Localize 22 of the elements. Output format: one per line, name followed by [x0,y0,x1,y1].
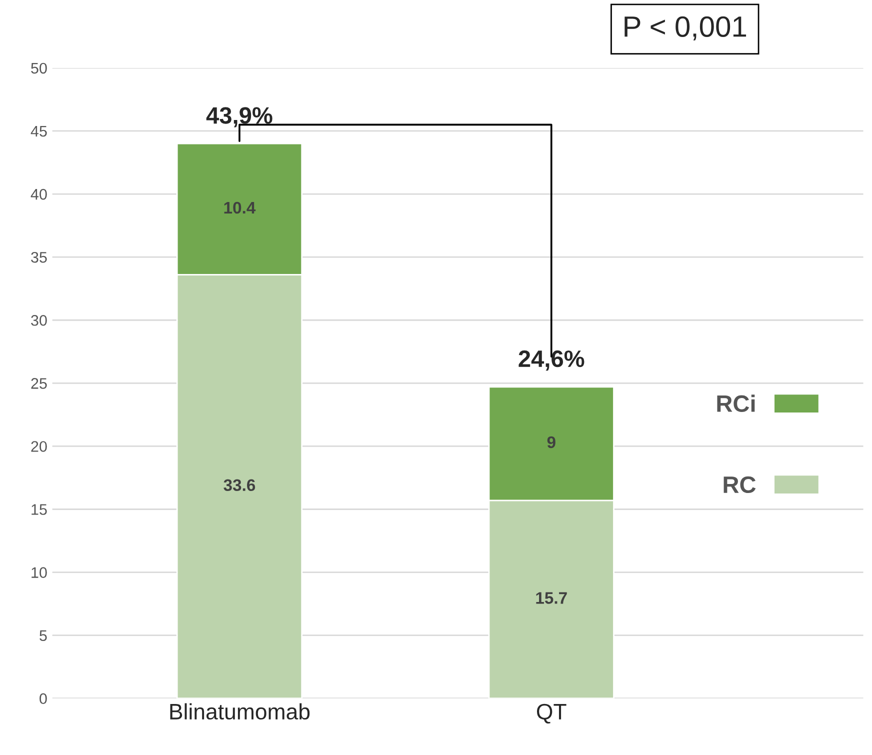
y-tick-label: 30 [31,314,47,326]
data-label: 33.6 [224,479,256,492]
y-tick-label: 20 [31,441,47,452]
y-tick-label: 40 [30,188,47,200]
legend-label: RC [724,476,756,494]
x-tick-label: QT [536,704,566,724]
y-tick-label: 25 [31,378,47,389]
y-tick-label: 15 [32,504,47,515]
legend-label: RCi [717,394,755,412]
y-tick-label: 50 [31,62,47,74]
data-label: 9 [547,436,556,448]
text: P < 0,001 [624,16,746,40]
data-label: 15.7 [536,592,567,604]
x-tick-label: Blinatumomab [170,703,310,720]
y-tick-label: 45 [30,126,47,137]
total-label: 24,6% [518,350,584,371]
y-tick-label: 0 [40,693,47,704]
total-label: 43,9% [206,107,272,128]
y-tick-label: 5 [40,630,47,642]
y-tick-label: 35 [31,252,47,263]
y-tick-label: 10 [32,567,47,578]
data-label: 10.4 [224,202,256,214]
